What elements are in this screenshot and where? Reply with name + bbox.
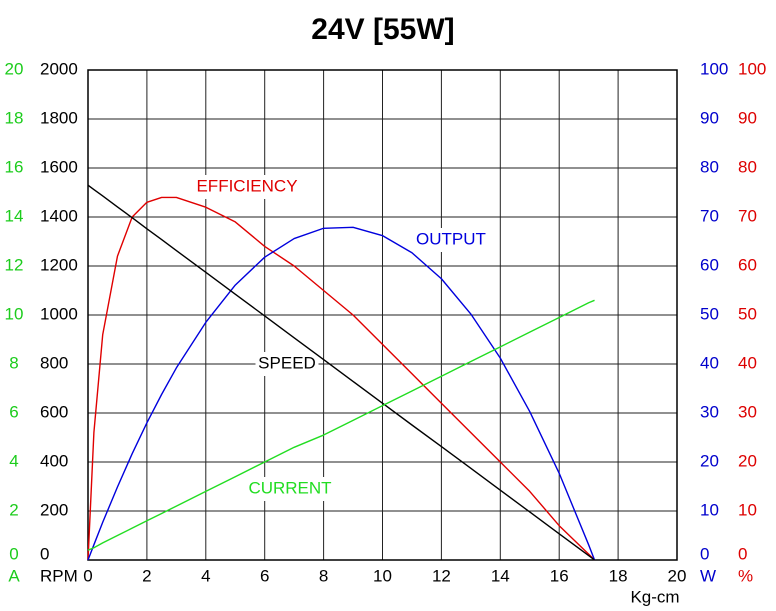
- y-tick-label: 30: [700, 402, 719, 421]
- y-tick-label: 100: [738, 59, 766, 78]
- y-tick-label: 1600: [40, 157, 78, 176]
- y-tick-label: 80: [738, 157, 757, 176]
- y-tick-label: 100: [700, 59, 728, 78]
- axis-unit-label: W: [700, 566, 716, 585]
- x-tick-label: 4: [201, 566, 210, 585]
- y-tick-label: 6: [9, 402, 18, 421]
- label-background: [414, 228, 488, 252]
- y-tick-label: 18: [5, 108, 24, 127]
- y-tick-label: 1000: [40, 304, 78, 323]
- x-tick-label: 6: [260, 566, 269, 585]
- series-line: [87, 196, 596, 561]
- y-tick-label: 200: [40, 500, 68, 519]
- y-tick-label: 60: [700, 255, 719, 274]
- y-tick-label: 90: [700, 108, 719, 127]
- y-tick-label: 10: [738, 500, 757, 519]
- series-line: [87, 226, 596, 561]
- x-tick-label: 10: [373, 566, 392, 585]
- series-label: OUTPUT: [416, 229, 486, 248]
- x-tick-label: 14: [491, 566, 510, 585]
- series-label: EFFICIENCY: [196, 176, 297, 195]
- x-tick-label: 18: [609, 566, 628, 585]
- series-label: SPEED: [258, 353, 316, 372]
- y-tick-label: 0: [700, 544, 709, 563]
- y-tick-label: 400: [40, 451, 68, 470]
- y-tick-label: 30: [738, 402, 757, 421]
- x-tick-label: 2: [142, 566, 151, 585]
- y-tick-label: 2: [9, 500, 18, 519]
- x-tick-label: 8: [319, 566, 328, 585]
- x-tick-label: 16: [550, 566, 569, 585]
- y-tick-label: 1400: [40, 206, 78, 225]
- y-tick-label: 800: [40, 353, 68, 372]
- y-tick-label: 14: [5, 206, 24, 225]
- y-tick-label: 90: [738, 108, 757, 127]
- x-tick-label: 0: [83, 566, 92, 585]
- axis-unit-label: A: [8, 566, 20, 585]
- x-tick-label: 12: [432, 566, 451, 585]
- y-tick-label: 1200: [40, 255, 78, 274]
- y-tick-label: 80: [700, 157, 719, 176]
- label-background: [188, 175, 306, 199]
- chart-title: 24V [55W]: [311, 13, 454, 46]
- x-tick-label: 20: [668, 566, 687, 585]
- series-line: [87, 184, 595, 561]
- label-background: [247, 477, 333, 501]
- y-tick-label: 2000: [40, 59, 78, 78]
- x-axis-label: Kg-cm: [630, 587, 679, 606]
- y-tick-label: 10: [5, 304, 24, 323]
- y-tick-label: 40: [700, 353, 719, 372]
- y-tick-label: 600: [40, 402, 68, 421]
- y-tick-label: 12: [5, 255, 24, 274]
- series-label: CURRENT: [248, 478, 331, 497]
- axis-unit-label: RPM: [40, 566, 78, 585]
- y-tick-label: 40: [738, 353, 757, 372]
- y-tick-label: 1800: [40, 108, 78, 127]
- y-tick-label: 8: [9, 353, 18, 372]
- plot-frame: [87, 69, 678, 561]
- y-tick-label: 50: [700, 304, 719, 323]
- label-background: [255, 352, 319, 376]
- y-tick-label: 70: [700, 206, 719, 225]
- y-tick-label: 10: [700, 500, 719, 519]
- y-tick-label: 50: [738, 304, 757, 323]
- y-tick-label: 0: [9, 544, 18, 563]
- y-tick-label: 16: [5, 157, 24, 176]
- y-tick-label: 70: [738, 206, 757, 225]
- y-tick-label: 60: [738, 255, 757, 274]
- series-line: [87, 299, 595, 551]
- y-tick-label: 4: [9, 451, 18, 470]
- y-tick-label: 0: [738, 544, 747, 563]
- y-tick-label: 20: [5, 59, 24, 78]
- y-tick-label: 0: [40, 544, 49, 563]
- y-tick-label: 20: [700, 451, 719, 470]
- axis-unit-label: %: [738, 566, 753, 585]
- y-tick-label: 20: [738, 451, 757, 470]
